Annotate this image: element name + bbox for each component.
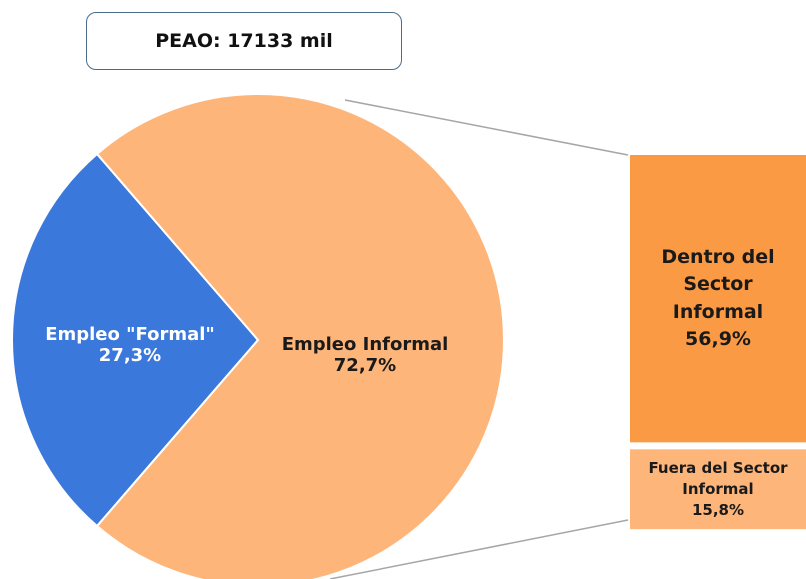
bar-segment — [630, 449, 806, 530]
bar-segment — [630, 155, 806, 443]
connector — [344, 99, 629, 156]
slice-value: 72,7% — [333, 355, 397, 376]
bar-value: 15,8% — [691, 500, 745, 519]
chart-title: PEAO: 17133 mil — [86, 12, 402, 70]
bar-label: Fuera del Sector Informal 15,8% — [630, 449, 806, 529]
pie-slice — [95, 93, 506, 579]
slice-label: Empleo Informal 72,7% — [255, 325, 475, 385]
slice-name: Empleo "Formal" — [45, 324, 215, 345]
slice-label: Empleo "Formal" 27,3% — [20, 315, 240, 375]
bar-label: Dentro del Sector Informal 56,9% — [630, 155, 806, 442]
bar-name: Fuera del Sector Informal — [648, 458, 788, 498]
slice-value: 27,3% — [98, 345, 162, 366]
bar-value: 56,9% — [685, 328, 751, 351]
bar-name: Dentro del Sector Informal — [661, 245, 775, 323]
slice-name: Empleo Informal — [281, 334, 449, 355]
pie-slice — [11, 152, 260, 528]
connector — [329, 519, 629, 579]
